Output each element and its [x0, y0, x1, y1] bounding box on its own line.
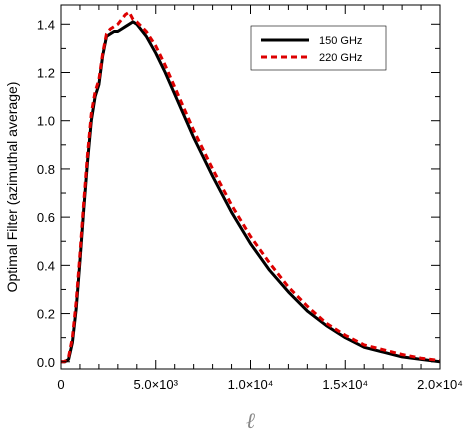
series-line-220ghz: [61, 10, 441, 364]
plot-area: [61, 10, 441, 364]
x-tick-label: 2.0×10⁴: [417, 377, 463, 392]
legend-box: [250, 25, 387, 71]
legend-label-220ghz: 220 GHz: [319, 52, 362, 64]
y-axis-label: Optimal Filter (azimuthal average): [4, 82, 20, 293]
x-tick-label: 0: [57, 377, 64, 392]
y-tick-label: 0.0: [37, 355, 55, 370]
legend: 150 GHz 220 GHz: [250, 25, 387, 71]
series-line-150ghz: [61, 20, 441, 364]
y-tick-label: 1.2: [37, 65, 55, 80]
x-tick-label: 1.0×10⁴: [228, 377, 274, 392]
y-tick-label: 0.6: [37, 210, 55, 225]
legend-label-150ghz: 150 GHz: [319, 35, 362, 47]
y-tick-label: 1.0: [37, 114, 55, 129]
y-tick-label: 0.8: [37, 162, 55, 177]
x-tick-label: 5.0×10³: [134, 377, 179, 392]
y-tick-label: 0.2: [37, 307, 55, 322]
axes-layer: 0 5.0×10³ 1.0×10⁴ 1.5×10⁴ 2.0×10⁴ 0.0 0.2 0.4 0.…: [37, 4, 463, 392]
x-axis-label: ℓ: [246, 408, 256, 433]
y-tick-label: 0.4: [37, 258, 55, 273]
x-tick-label: 1.5×10⁴: [322, 377, 368, 392]
y-tick-label: 1.4: [37, 17, 55, 32]
